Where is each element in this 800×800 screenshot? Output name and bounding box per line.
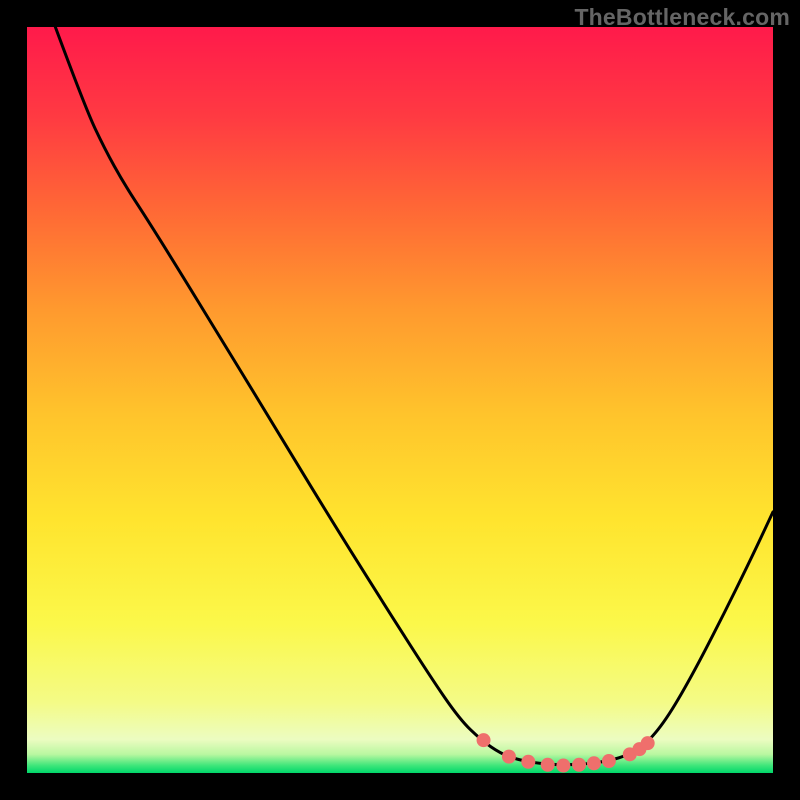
marker-dot [502,750,516,764]
marker-dot [572,758,586,772]
marker-dot [556,759,570,773]
marker-dot [541,758,555,772]
plot-svg [27,27,773,773]
marker-dot [641,736,655,750]
marker-dot [477,733,491,747]
gradient-rect [27,27,773,773]
marker-dot [521,755,535,769]
marker-dot [602,754,616,768]
marker-dot [587,756,601,770]
chart-frame: TheBottleneck.com [0,0,800,800]
